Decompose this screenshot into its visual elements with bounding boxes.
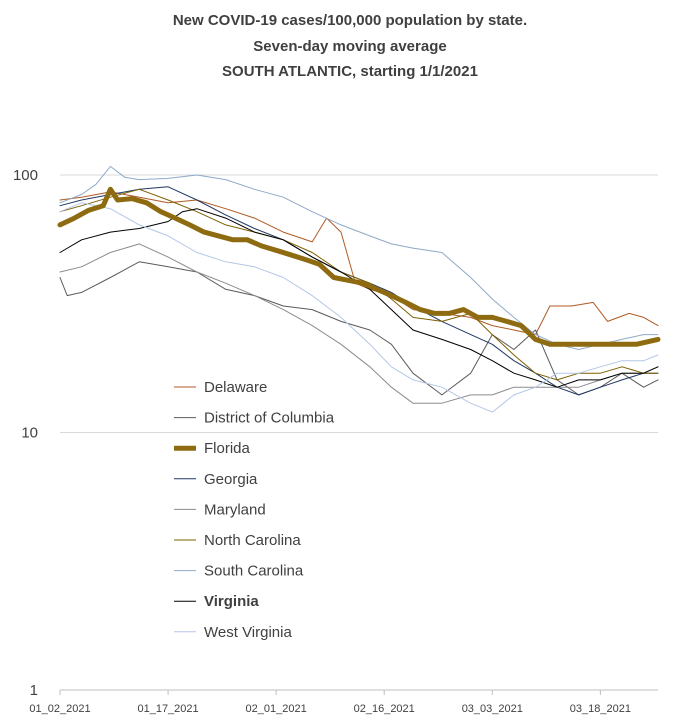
legend-item-west-virginia: West Virginia bbox=[174, 624, 292, 641]
legend-label: North Carolina bbox=[204, 532, 301, 549]
legend-item-florida: Florida bbox=[174, 440, 251, 457]
x-tick-label: 02_16_2021 bbox=[354, 703, 415, 715]
legend-label: Delaware bbox=[204, 379, 267, 396]
x-tick-label: 03_03_2021 bbox=[462, 703, 523, 715]
x-tick-label: 01_17_2021 bbox=[137, 703, 198, 715]
legend-label: Georgia bbox=[204, 471, 258, 488]
series-line-south-carolina bbox=[59, 165, 659, 350]
legend-item-georgia: Georgia bbox=[174, 471, 258, 488]
legend-label: Virginia bbox=[204, 593, 259, 610]
legend-item-south-carolina: South Carolina bbox=[174, 563, 304, 580]
x-axis: 01_02_2021 01_17_2021 02_01_2021 02_16_2021… bbox=[29, 689, 658, 715]
chart-title-line-3: SOUTH ATLANTIC, starting 1/1/2021 bbox=[222, 63, 478, 80]
legend-label: Florida bbox=[204, 440, 251, 457]
legend-label: South Carolina bbox=[204, 563, 304, 580]
series-line-district-of-columbia bbox=[59, 261, 659, 396]
chart-title-line-2: Seven-day moving average bbox=[253, 38, 446, 55]
series-line-maryland bbox=[59, 243, 659, 404]
legend-item-delaware: Delaware bbox=[174, 379, 267, 396]
legend-item-north-carolina: North Carolina bbox=[174, 532, 301, 549]
gridlines bbox=[60, 174, 658, 433]
y-tick-label: 1 bbox=[30, 682, 38, 699]
legend-item-virginia: Virginia bbox=[174, 593, 259, 610]
y-tick-label: 10 bbox=[21, 425, 38, 442]
x-tick-label: 01_02_2021 bbox=[29, 703, 90, 715]
series-line-west-virginia bbox=[59, 202, 659, 413]
legend-label: Maryland bbox=[204, 501, 266, 518]
legend-item-maryland: Maryland bbox=[174, 501, 266, 518]
series-lines bbox=[57, 165, 661, 413]
chart-title: New COVID-19 cases/100,000 population by… bbox=[173, 12, 527, 80]
legend: Delaware District of Columbia Florida Georg… bbox=[174, 379, 335, 641]
legend-label: West Virginia bbox=[204, 624, 292, 641]
series-line-florida bbox=[57, 186, 661, 347]
series-line-virginia bbox=[59, 208, 659, 388]
legend-item-district-of-columbia: District of Columbia bbox=[174, 410, 335, 427]
y-axis-tick-labels: 100 10 1 bbox=[13, 167, 38, 699]
legend-label: District of Columbia bbox=[204, 410, 335, 427]
y-tick-label: 100 bbox=[13, 167, 38, 184]
series-line-georgia bbox=[59, 186, 659, 396]
x-tick-label: 03_18_2021 bbox=[570, 703, 631, 715]
x-tick-label: 02_01_2021 bbox=[246, 703, 307, 715]
chart-title-line-1: New COVID-19 cases/100,000 population by… bbox=[173, 12, 527, 29]
